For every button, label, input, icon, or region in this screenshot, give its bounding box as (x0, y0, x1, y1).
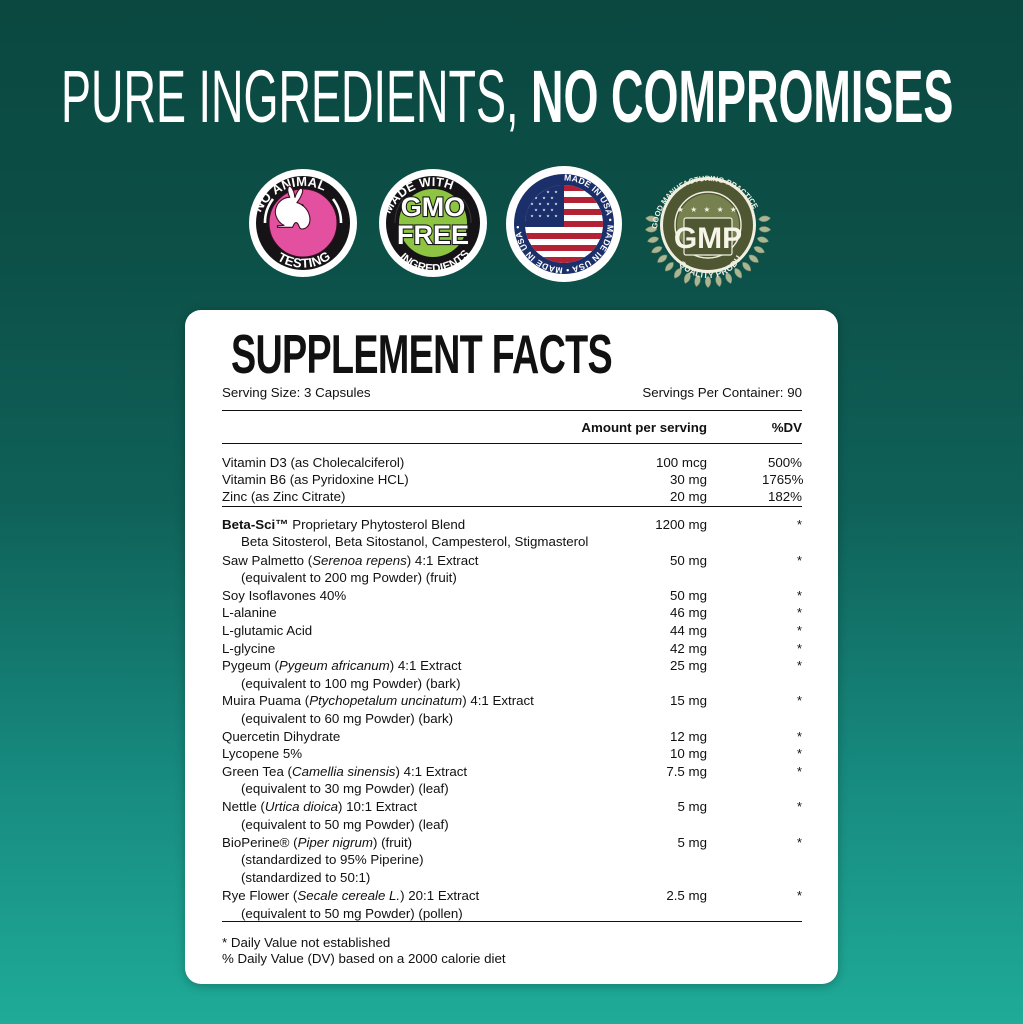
svg-text:FREE: FREE (397, 220, 469, 250)
svg-text:GMP: GMP (674, 222, 742, 255)
svg-text:GMO: GMO (401, 192, 466, 222)
svg-text:★ ★ ★ ★ ★: ★ ★ ★ ★ ★ (677, 205, 739, 214)
